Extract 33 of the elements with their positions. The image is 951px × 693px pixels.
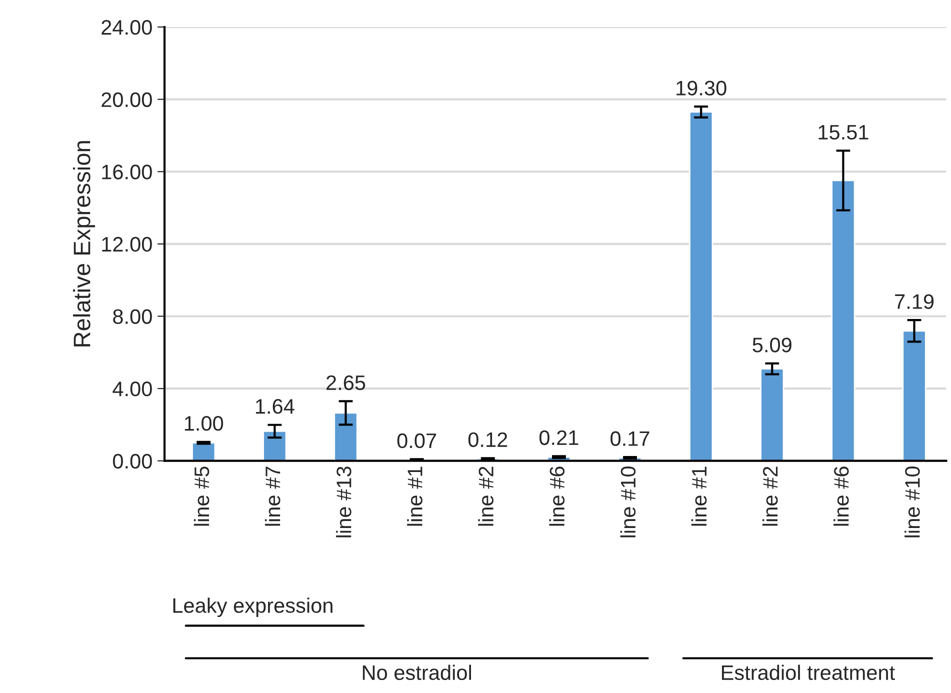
x-tick-label: line #2 xyxy=(762,466,778,526)
y-tick-label: 4.00 xyxy=(112,382,152,396)
text: Estradiol treatment xyxy=(722,664,895,680)
y-tick-label: 16.00 xyxy=(102,164,152,180)
x-tick-label: line #13 xyxy=(336,466,352,538)
y-tick-label: 8.00 xyxy=(113,309,152,324)
data-label: 0.21 xyxy=(539,430,578,446)
data-label: 2.65 xyxy=(326,375,366,390)
x-tick-label: line #6 xyxy=(549,466,565,526)
y-axis-title: Relative Expression xyxy=(73,141,96,346)
y-tick-label: 12.00 xyxy=(102,236,152,252)
x-tick-label: line #10 xyxy=(620,466,636,538)
x-tick-label: line #6 xyxy=(833,466,849,526)
data-label: 0.07 xyxy=(397,433,436,448)
x-tick-label: line #7 xyxy=(264,466,280,526)
text: Leaky expression xyxy=(173,598,332,618)
data-label: 0.17 xyxy=(610,431,650,446)
data-label: 0.12 xyxy=(468,432,508,448)
y-tick-label: 20.00 xyxy=(102,92,152,108)
data-label: 5.09 xyxy=(752,338,792,352)
text: No estradiol xyxy=(362,664,471,680)
y-tick-label: 24.00 xyxy=(102,20,152,35)
data-label: 1.64 xyxy=(256,399,294,414)
x-tick-label: line #1 xyxy=(691,466,707,526)
data-label: 15.51 xyxy=(818,125,868,140)
data-label: 1.00 xyxy=(184,416,224,431)
x-tick-label: line #5 xyxy=(194,466,210,526)
x-tick-label: line #2 xyxy=(478,466,494,526)
x-tick-label: line #1 xyxy=(407,466,422,526)
data-label: 19.30 xyxy=(676,80,726,96)
x-tick-label: line #10 xyxy=(904,466,920,538)
y-tick-label: 0.00 xyxy=(112,454,152,469)
data-label: 7.19 xyxy=(895,294,934,309)
